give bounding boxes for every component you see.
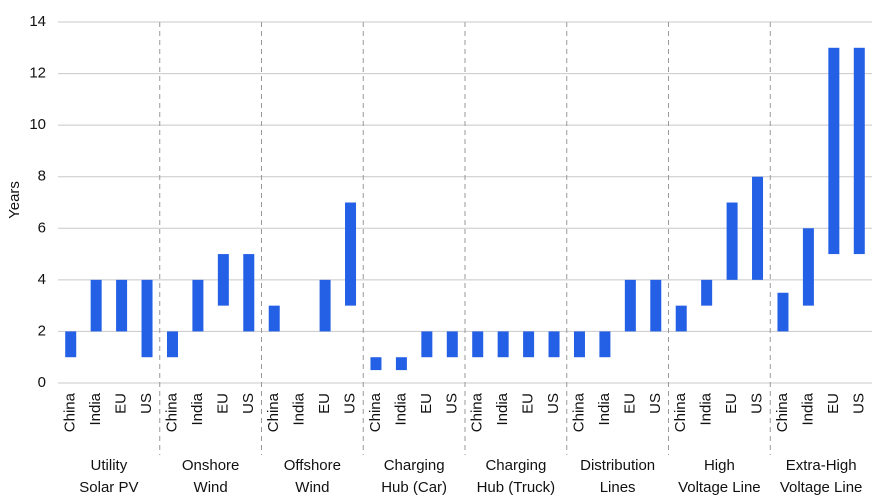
range-bar	[548, 331, 560, 358]
range-bar	[573, 331, 585, 358]
x-tick-label: EU	[418, 393, 435, 414]
range-bar	[472, 331, 484, 358]
group-label: High	[704, 457, 735, 474]
x-tick-label: India	[698, 392, 715, 425]
range-bar	[370, 357, 382, 371]
x-tick-label: India	[799, 392, 816, 425]
group-label: Lines	[600, 479, 636, 496]
y-tick-label: 8	[38, 168, 46, 185]
range-bar	[752, 176, 764, 280]
x-tick-label: China	[163, 392, 180, 432]
group-label: Distribution	[580, 457, 655, 474]
x-tick-label: India	[392, 392, 409, 425]
x-tick-label: US	[545, 393, 562, 414]
group-label: Voltage Line	[678, 479, 761, 496]
y-tick-label: 4	[38, 271, 46, 288]
group-label: Hub (Truck)	[477, 479, 556, 496]
range-bar	[319, 279, 331, 332]
x-tick-label: EU	[520, 393, 537, 414]
x-tick-label: US	[138, 393, 155, 414]
range-bar	[217, 254, 229, 306]
x-tick-label: India	[596, 392, 613, 425]
range-bar	[90, 279, 102, 332]
group-label: Onshore	[182, 457, 240, 474]
group-label: Hub (Car)	[381, 479, 447, 496]
x-tick-label: China	[62, 392, 79, 432]
group-label: Solar PV	[79, 479, 138, 496]
x-tick-label: China	[265, 392, 282, 432]
range-bar	[828, 47, 840, 255]
range-bar	[726, 202, 738, 280]
range-bar	[65, 331, 77, 358]
y-tick-label: 0	[38, 374, 46, 391]
x-tick-label: EU	[825, 393, 842, 414]
x-tick-label: EU	[113, 393, 130, 414]
range-bar	[395, 357, 407, 371]
x-tick-label: US	[850, 393, 867, 414]
y-tick-label: 6	[38, 219, 46, 236]
x-tick-label: China	[672, 392, 689, 432]
x-tick-label: US	[749, 393, 766, 414]
x-tick-label: EU	[316, 393, 333, 414]
group-label: Wind	[295, 479, 329, 496]
group-label: Charging	[485, 457, 546, 474]
x-tick-label: US	[443, 393, 460, 414]
range-bar	[853, 47, 865, 255]
range-bar	[675, 305, 687, 332]
range-bar	[243, 254, 255, 332]
range-bar	[141, 279, 153, 358]
range-bar	[701, 279, 713, 306]
x-tick-label: US	[240, 393, 257, 414]
group-label: Wind	[194, 479, 228, 496]
x-tick-label: China	[367, 392, 384, 432]
x-tick-label: China	[774, 392, 791, 432]
x-tick-label: US	[342, 393, 359, 414]
x-tick-label: EU	[214, 393, 231, 414]
group-label: Voltage Line	[780, 479, 863, 496]
range-bar	[523, 331, 535, 358]
group-label: Extra-High	[786, 457, 857, 474]
group-label: Utility	[91, 457, 128, 474]
range-bar	[268, 305, 280, 332]
x-tick-label: China	[469, 392, 486, 432]
y-tick-label: 14	[29, 13, 46, 30]
range-bar	[599, 331, 611, 358]
x-tick-label: China	[570, 392, 587, 432]
group-label: Offshore	[284, 457, 341, 474]
x-tick-label: India	[291, 392, 308, 425]
y-tick-label: 10	[29, 116, 46, 133]
range-bar	[421, 331, 433, 358]
range-bar	[116, 279, 128, 332]
y-tick-label: 12	[29, 65, 46, 82]
range-bar	[650, 279, 662, 332]
range-bar	[345, 202, 357, 306]
range-bar	[446, 331, 458, 358]
range-bar	[802, 228, 814, 306]
group-label: Charging	[384, 457, 445, 474]
range-bar	[192, 279, 204, 332]
x-tick-label: EU	[723, 393, 740, 414]
x-tick-label: India	[494, 392, 511, 425]
y-axis-label: Years	[6, 181, 23, 219]
x-tick-label: India	[87, 392, 104, 425]
x-tick-label: EU	[621, 393, 638, 414]
y-tick-label: 2	[38, 322, 46, 339]
x-tick-label: India	[189, 392, 206, 425]
range-bar	[777, 292, 789, 332]
range-bar	[497, 331, 509, 358]
x-tick-label: US	[647, 393, 664, 414]
range-bar	[624, 279, 636, 332]
range-bar	[166, 331, 178, 358]
